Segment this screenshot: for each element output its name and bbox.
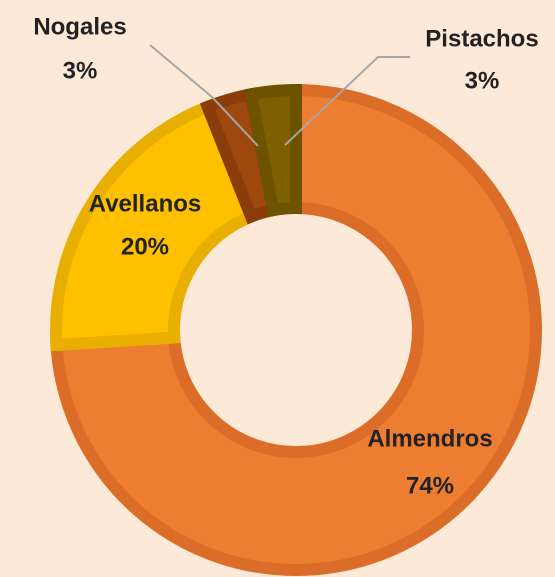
value-label: 74%	[406, 472, 454, 499]
leader-line	[149, 44, 259, 147]
category-label: Avellanos	[89, 190, 202, 217]
value-label: 3%	[465, 67, 500, 94]
category-label: Pistachos	[425, 25, 538, 52]
value-label: 20%	[121, 233, 169, 260]
donut-slice	[50, 83, 542, 576]
category-label: Nogales	[33, 13, 126, 40]
donut-slice	[50, 99, 259, 352]
category-label: Almendros	[367, 425, 492, 452]
leader-line	[284, 56, 410, 146]
value-label: 3%	[63, 57, 98, 84]
donut-slice	[244, 83, 302, 218]
